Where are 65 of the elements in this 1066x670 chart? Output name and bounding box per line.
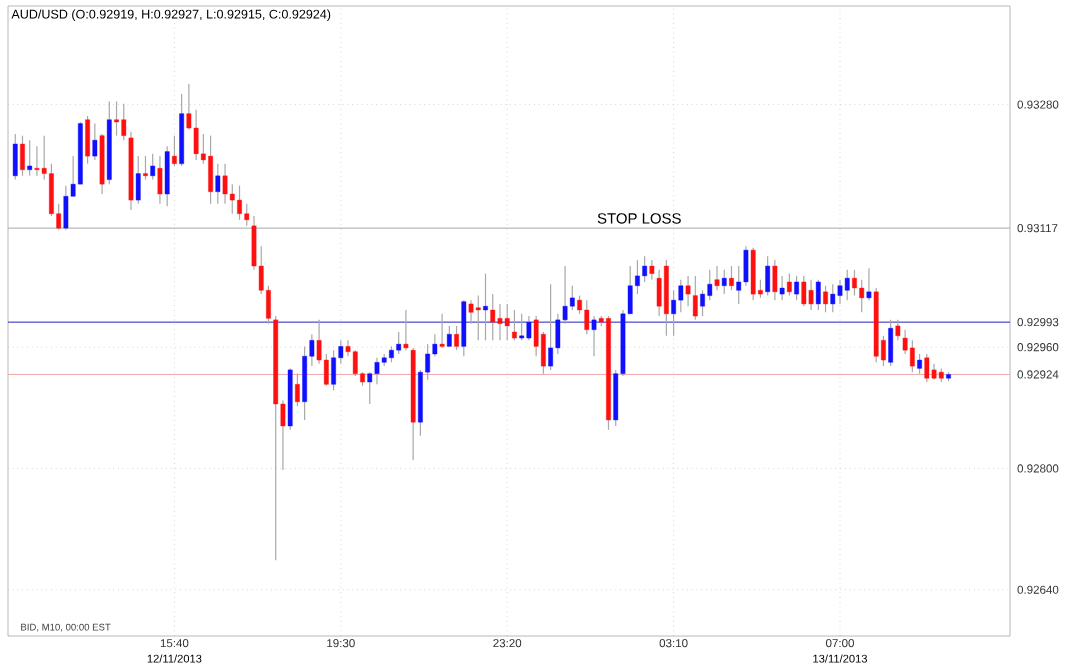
candlestick xyxy=(497,303,503,341)
candlestick xyxy=(504,303,510,341)
candlestick xyxy=(924,353,930,383)
candlestick xyxy=(172,135,177,167)
candlestick xyxy=(837,279,843,305)
candlestick xyxy=(446,325,452,347)
candlestick xyxy=(27,139,33,177)
candlestick xyxy=(707,269,713,301)
candlestick xyxy=(765,255,771,297)
candlestick xyxy=(692,275,698,321)
candlestick xyxy=(866,267,872,301)
candlestick xyxy=(786,273,792,297)
candlestick xyxy=(664,259,669,337)
candlestick xyxy=(85,115,90,165)
candlestick xyxy=(439,313,445,349)
candlestick xyxy=(20,135,25,177)
candlestick xyxy=(461,299,467,357)
candlestick xyxy=(374,357,380,385)
candlestick xyxy=(743,245,749,287)
candlestick xyxy=(808,279,814,311)
candlestick xyxy=(823,285,828,313)
candlestick xyxy=(295,373,300,407)
candlestick xyxy=(671,289,676,337)
candlestick xyxy=(208,135,213,205)
candlestick xyxy=(888,319,894,367)
candlestick xyxy=(215,163,221,205)
candlestick xyxy=(490,293,496,341)
candlestick xyxy=(512,309,517,341)
candlestick xyxy=(468,299,474,325)
candlestick xyxy=(143,155,148,181)
candlestick xyxy=(642,255,648,283)
candlestick xyxy=(721,269,727,295)
candlestick xyxy=(92,122,98,161)
candlestick xyxy=(815,279,821,311)
candlestick xyxy=(794,275,799,301)
candlestick xyxy=(483,273,488,341)
candlestick xyxy=(114,100,119,137)
candlestick xyxy=(331,349,336,391)
candlestick xyxy=(678,279,684,313)
candlestick xyxy=(714,265,720,291)
candlestick xyxy=(548,283,553,371)
candlestick xyxy=(700,289,705,317)
candlestick xyxy=(302,345,308,421)
candlestick xyxy=(801,275,807,307)
candlestick xyxy=(403,309,409,351)
candlestick xyxy=(222,163,228,205)
candlestick xyxy=(135,155,141,205)
candlestick xyxy=(519,313,525,341)
candlestick xyxy=(852,269,857,297)
candlestick xyxy=(526,315,532,341)
candlestick xyxy=(475,295,481,341)
candlestick xyxy=(917,353,922,375)
candlestick xyxy=(750,247,756,301)
candlestick xyxy=(772,259,778,301)
candlestick xyxy=(844,269,850,301)
candlestick xyxy=(237,185,242,221)
candlestick xyxy=(164,145,170,207)
candlestick xyxy=(909,339,915,373)
candlestick xyxy=(34,145,40,177)
candlestick xyxy=(12,133,18,181)
candlestick xyxy=(830,283,836,313)
candlestick xyxy=(729,265,734,291)
candlestick xyxy=(591,315,597,357)
candlestick xyxy=(454,325,459,351)
candlestick xyxy=(157,155,163,205)
